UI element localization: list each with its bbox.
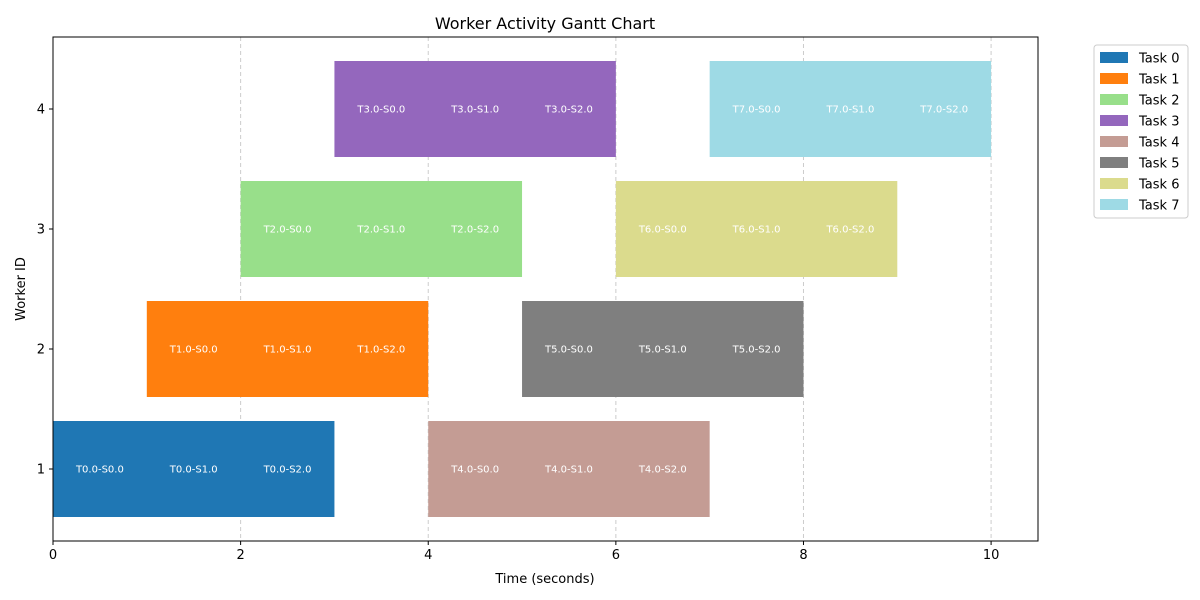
- task-bar: [53, 421, 335, 517]
- legend-entry: Task 3: [1138, 115, 1179, 130]
- task-bar: [709, 61, 992, 157]
- segment-label: T0.0-S0.0: [75, 465, 124, 476]
- plot-frame: [52, 36, 1039, 542]
- y-axis-label: Worker ID: [14, 257, 29, 321]
- task-bar: [522, 301, 804, 397]
- legend-swatch: [1100, 73, 1128, 84]
- legend-swatch: [1100, 94, 1128, 105]
- segment-label: T1.0-S0.0: [169, 345, 218, 356]
- x-axis-label: Time (seconds): [494, 572, 594, 587]
- legend-entry: Task 5: [1138, 157, 1179, 172]
- y-tick-label: 4: [37, 103, 45, 118]
- segment-label: T1.0-S1.0: [263, 345, 312, 356]
- y-tick-label: 2: [37, 343, 45, 358]
- legend-swatch: [1100, 178, 1128, 189]
- segment-label: T2.0-S0.0: [263, 225, 312, 236]
- segment-label: T7.0-S0.0: [732, 105, 781, 116]
- legend-swatch: [1100, 136, 1128, 147]
- x-tick-label: 6: [612, 548, 620, 563]
- y-tick-label: 1: [37, 463, 45, 478]
- x-tick-label: 10: [983, 548, 1000, 563]
- segment-label: T5.0-S0.0: [544, 345, 593, 356]
- legend-swatch: [1100, 157, 1128, 168]
- x-tick-label: 8: [799, 548, 807, 563]
- segment-label: T4.0-S1.0: [544, 465, 593, 476]
- legend-entry: Task 7: [1138, 199, 1179, 214]
- legend-frame: [1093, 44, 1189, 219]
- segment-label: T3.0-S1.0: [450, 105, 499, 116]
- bars-layer: T0.0-S0.0 T0.0-S1.0 T0.0-S2.0 T1.0-S0.0 T1.0…: [53, 61, 992, 517]
- segment-label: T3.0-S0.0: [356, 105, 405, 116]
- segment-label: T6.0-S1.0: [732, 225, 781, 236]
- segment-label: T3.0-S2.0: [544, 105, 593, 116]
- x-tick-label: 2: [236, 548, 244, 563]
- chart-title: Worker Activity Gantt Chart: [435, 14, 655, 33]
- segment-label: T0.0-S1.0: [169, 465, 218, 476]
- segment-label: T2.0-S2.0: [450, 225, 499, 236]
- segment-label: T4.0-S2.0: [638, 465, 687, 476]
- legend-swatch: [1100, 52, 1128, 63]
- legend: Task 0 Task 1 Task 2 Task 3 Task 4 Task 5 Task…: [1093, 44, 1189, 219]
- legend-entry: Task 1: [1138, 73, 1179, 88]
- y-tick-label: 3: [37, 223, 45, 238]
- legend-entry: Task 4: [1138, 136, 1179, 151]
- x-tick-label: 4: [424, 548, 432, 563]
- legend-entry: Task 0: [1138, 52, 1179, 67]
- legend-entry: Task 2: [1138, 94, 1179, 109]
- segment-label: T7.0-S1.0: [825, 105, 874, 116]
- legend-swatch: [1100, 199, 1128, 210]
- legend-entry: Task 6: [1138, 178, 1179, 193]
- segment-label: T6.0-S0.0: [638, 225, 687, 236]
- segment-label: T2.0-S1.0: [356, 225, 405, 236]
- task-bar: [615, 181, 898, 277]
- segment-label: T5.0-S1.0: [638, 345, 687, 356]
- task-bar: [428, 421, 710, 517]
- legend-swatch: [1100, 115, 1128, 126]
- segment-label: T0.0-S2.0: [263, 465, 312, 476]
- segment-label: T5.0-S2.0: [732, 345, 781, 356]
- task-bar: [146, 301, 429, 397]
- segment-label: T7.0-S2.0: [919, 105, 968, 116]
- task-bar: [334, 61, 616, 157]
- segment-label: T4.0-S0.0: [450, 465, 499, 476]
- segment-label: T1.0-S2.0: [356, 345, 405, 356]
- segment-label: T6.0-S2.0: [825, 225, 874, 236]
- task-bar: [240, 181, 523, 277]
- x-tick-label: 0: [49, 548, 57, 563]
